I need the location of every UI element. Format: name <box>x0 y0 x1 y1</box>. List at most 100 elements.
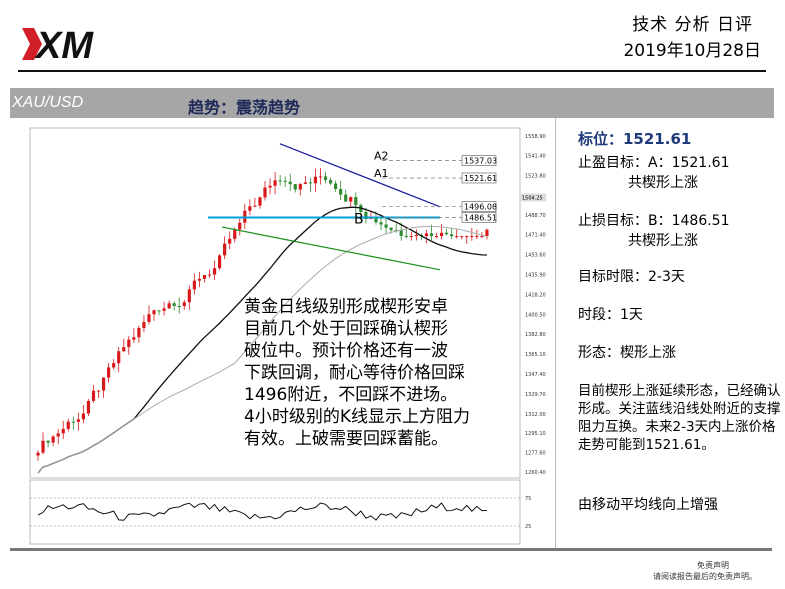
candle-body <box>323 176 328 181</box>
candle-body <box>389 227 393 231</box>
candle-body <box>283 180 287 182</box>
candle-body <box>258 197 262 206</box>
candle-body <box>298 183 302 190</box>
candle-body <box>228 238 232 244</box>
candle-body <box>404 235 408 237</box>
candle-body <box>399 230 403 236</box>
candle-body <box>233 229 237 239</box>
price-tick-label: 1523.80 <box>525 174 546 180</box>
report-date: 2019年10月28日 <box>623 41 761 61</box>
overlay-line: 黄金日线级别形成楔形安卓 <box>244 297 448 317</box>
overlay-line: 1496附近，不回踩不进场。 <box>244 385 458 405</box>
candle-body <box>485 229 489 237</box>
price-tick-label: 1541.40 <box>525 154 546 160</box>
candle-body <box>268 185 272 188</box>
candle-body <box>122 347 126 352</box>
take-profit: 止盈目标：A：1521.61 <box>578 155 730 171</box>
candle-body <box>460 236 464 238</box>
candle-body <box>167 303 171 309</box>
level-box <box>461 172 497 184</box>
candle-body <box>253 205 257 207</box>
candle-body <box>318 176 323 178</box>
candle-body <box>81 413 85 420</box>
candle-body <box>334 183 338 189</box>
candle-body <box>187 289 191 303</box>
candle-body <box>293 184 297 190</box>
price-tick-label: 1365.10 <box>525 352 546 358</box>
candle-body <box>192 280 196 290</box>
candle-body <box>207 274 212 276</box>
candle-body <box>223 243 227 256</box>
candle-body <box>313 176 318 184</box>
price-tick-label: 1435.90 <box>525 272 546 278</box>
candle-body <box>51 436 55 443</box>
osc-tick-label: 75 <box>525 496 531 502</box>
candle-body <box>303 182 307 184</box>
take-profit-note: 共楔形上涨 <box>628 175 698 191</box>
candle-body <box>142 321 146 328</box>
overlay-line: 有效。上破需要回踩蓄能。 <box>244 429 448 449</box>
svg-text:XM: XM <box>34 25 94 66</box>
candle-body <box>339 188 343 195</box>
stop-loss: 止损目标：B：1486.51 <box>578 213 730 229</box>
disclaimer: 免责声明 请阅读报告最后的免责声明。 <box>653 560 757 582</box>
price-tick-label: 1347.40 <box>525 372 546 378</box>
current-price-label: 1504.25 <box>522 196 543 202</box>
candle-body <box>424 233 429 237</box>
ma-line-long <box>37 225 488 474</box>
price-tick-label: 1277.60 <box>525 451 546 457</box>
price-tick-label: 1418.20 <box>525 292 546 298</box>
candle-body <box>455 236 459 238</box>
overlay-line: 破位中。预计价格还有一波 <box>244 341 448 361</box>
disclaimer-text: 请阅读报告最后的免责声明。 <box>653 572 757 581</box>
candle-body <box>41 440 45 453</box>
candle-body <box>71 421 75 423</box>
candle-body <box>197 278 202 281</box>
report-title: 技术 分析 日评 <box>632 15 753 35</box>
candle-body <box>414 234 418 237</box>
overlay-line: 下跌回调，耐心等待价格回踩 <box>244 363 465 383</box>
disclaimer-title: 免责声明 <box>697 561 729 570</box>
candle-body <box>61 428 65 434</box>
lower-trendline <box>221 226 441 271</box>
current-price-box <box>520 193 546 202</box>
pattern-type: 形态：楔形上涨 <box>578 345 676 361</box>
price-tick-label: 1295.10 <box>525 431 546 437</box>
candle-body <box>344 194 348 202</box>
candle-body <box>434 236 439 238</box>
price-chart: 1558.901541.401523.801506.201488.701471.… <box>22 124 552 548</box>
candle-body <box>273 180 277 186</box>
level-label: 1521.61 <box>464 174 497 183</box>
candle-body <box>91 390 96 401</box>
analysis-paragraph: 目前楔形上涨延续形态，已经确认形成。关注蓝线沿线处附近的支撑阻力互换。未来2-3… <box>578 383 781 453</box>
price-tick-label: 1400.50 <box>525 312 546 318</box>
candle-body <box>475 236 479 238</box>
candle-body <box>36 452 40 456</box>
candle-body <box>263 187 267 198</box>
candle-body <box>147 314 151 322</box>
xm-logo: XM <box>22 25 94 66</box>
candle-body <box>172 303 176 306</box>
level-marker: B <box>354 211 364 227</box>
level-label: 1537.03 <box>464 157 497 166</box>
level-box <box>461 201 497 213</box>
target-timeframe: 目标时限：2-3天 <box>578 269 685 285</box>
trend-label: 趋势：震荡趋势 <box>188 98 301 117</box>
price-tick-label: 1471.40 <box>525 232 546 238</box>
candle-body <box>117 351 121 364</box>
price-tick-label: 1488.70 <box>525 213 546 219</box>
candle-body <box>384 224 388 228</box>
candle-body <box>445 232 449 235</box>
candle-body <box>379 222 383 225</box>
candle-body <box>56 433 60 437</box>
candle-body <box>394 230 398 232</box>
oscillator-line <box>37 502 487 521</box>
stop-loss-note: 共楔形上涨 <box>628 233 698 249</box>
overlay-line: 4小时级别的K线显示上方阻力 <box>244 407 470 427</box>
candle-body <box>182 302 186 307</box>
candle-body <box>101 377 106 391</box>
candle-body <box>157 310 161 312</box>
candle-body <box>218 255 222 269</box>
candle-body <box>354 197 358 206</box>
candle-body <box>288 181 292 185</box>
